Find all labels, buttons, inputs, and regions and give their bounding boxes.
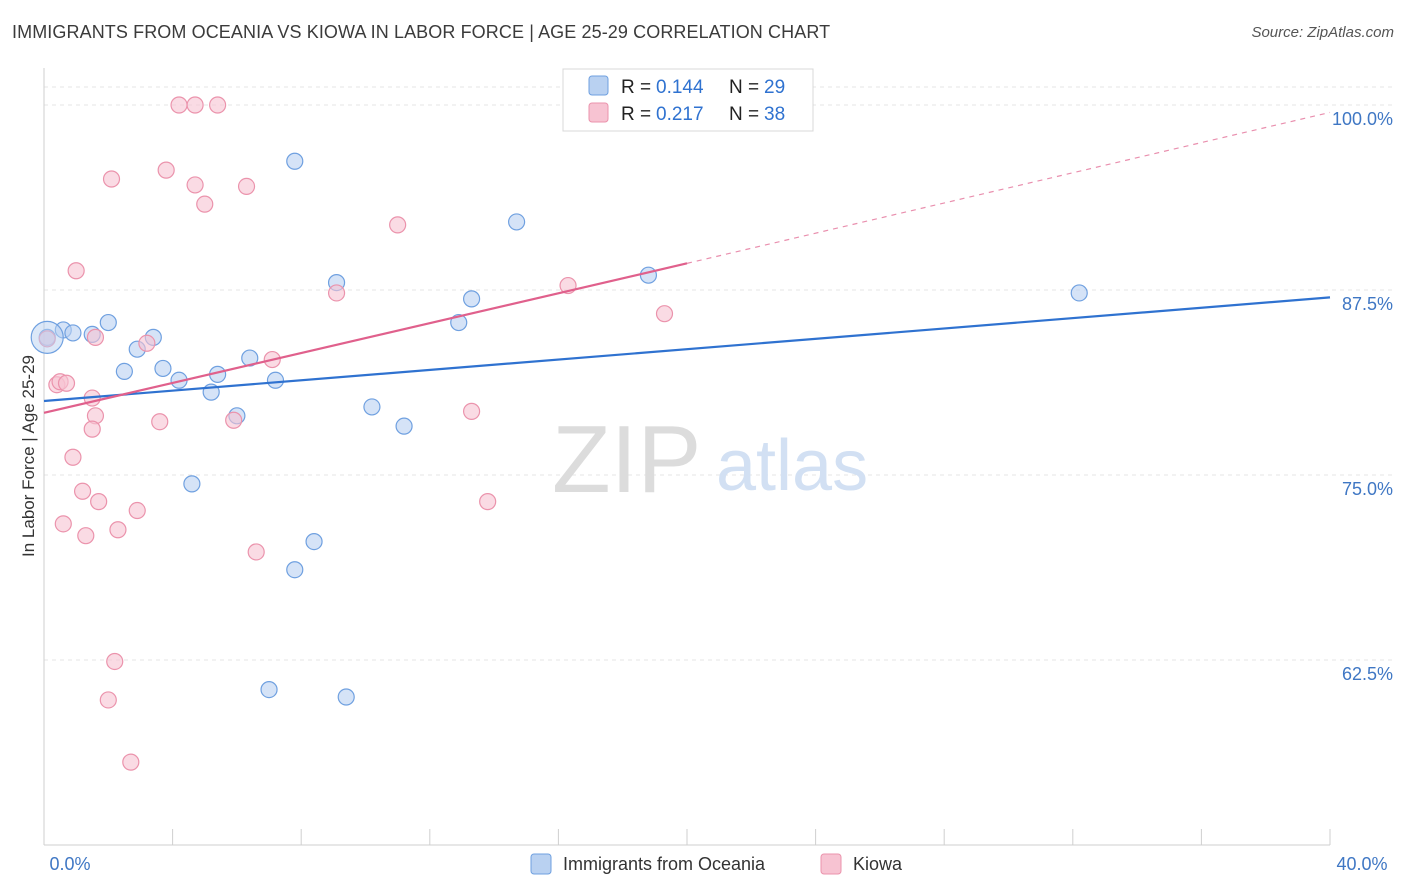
point-oceania <box>1070 284 1088 302</box>
y-tick-label: 100.0% <box>1332 109 1393 129</box>
legend-n-value-oceania: 29 <box>764 77 785 98</box>
point-kiowa <box>655 305 674 323</box>
point-oceania <box>99 313 117 332</box>
point-kiowa <box>479 493 497 511</box>
x-ticks <box>43 829 1331 845</box>
point-oceania <box>266 371 285 389</box>
point-oceania <box>508 213 526 231</box>
point-kiowa <box>83 420 101 438</box>
grid-lines <box>44 86 1395 661</box>
watermark: ZIP atlas <box>552 406 868 513</box>
point-kiowa <box>138 334 156 352</box>
legend-r-value-oceania: 0.144 <box>656 77 704 98</box>
legend-bottom-label-kiowa: Kiowa <box>853 854 903 874</box>
legend-n-label-kiowa: N = <box>729 104 759 125</box>
point-oceania <box>395 417 413 435</box>
y-axis-label: In Labor Force | Age 25-29 <box>19 355 38 557</box>
legend-n-label-oceania: N = <box>729 77 759 98</box>
point-kiowa <box>64 448 82 466</box>
chart-title: IMMIGRANTS FROM OCEANIA VS KIOWA IN LABO… <box>12 22 831 42</box>
point-kiowa <box>462 402 481 420</box>
legend-bottom-swatch-kiowa <box>820 853 842 875</box>
point-oceania <box>305 532 323 551</box>
legend-bottom-swatch-oceania <box>530 853 552 875</box>
point-kiowa <box>122 753 140 771</box>
point-oceania <box>64 324 82 342</box>
legend-swatch-oceania <box>588 75 609 96</box>
point-kiowa <box>102 170 121 188</box>
legend-series: Immigrants from Oceania Kiowa <box>530 853 903 875</box>
legend-r-label-oceania: R = <box>621 77 651 98</box>
legend-bottom-label-oceania: Immigrants from Oceania <box>563 854 766 874</box>
point-oceania <box>183 475 201 493</box>
trend-line-0 <box>43 296 1331 403</box>
point-kiowa <box>54 515 72 533</box>
point-kiowa <box>186 96 204 114</box>
trend-lines <box>686 111 1331 264</box>
data-points <box>30 96 1331 771</box>
chart-source: Source: ZipAtlas.com <box>1251 24 1394 41</box>
point-oceania <box>286 561 304 579</box>
point-oceania <box>363 398 381 416</box>
point-kiowa <box>151 413 169 431</box>
point-kiowa <box>327 284 346 302</box>
y-tick-labels: 100.0% 87.5% 75.0% 62.5% <box>1332 109 1393 684</box>
trend-line-dashed-1 <box>686 111 1331 264</box>
point-oceania <box>462 290 481 308</box>
point-oceania <box>115 362 133 380</box>
point-kiowa <box>106 652 124 671</box>
point-oceania <box>450 313 468 332</box>
legend-stats: R = 0.144 N = 29 R = 0.217 N = 38 <box>562 68 814 132</box>
y-tick-label: 87.5% <box>1342 294 1393 314</box>
y-tick-label: 75.0% <box>1342 479 1393 499</box>
point-kiowa <box>86 328 105 346</box>
point-kiowa <box>170 96 188 114</box>
point-kiowa <box>157 161 175 179</box>
legend-r-label-kiowa: R = <box>621 104 651 125</box>
legend-swatch-kiowa <box>588 102 609 123</box>
point-kiowa <box>128 501 146 520</box>
point-oceania <box>286 152 304 170</box>
point-kiowa <box>57 374 76 392</box>
point-kiowa <box>209 96 227 114</box>
point-kiowa <box>77 527 95 545</box>
point-oceania <box>337 688 355 706</box>
watermark-zip: ZIP <box>552 406 701 513</box>
point-kiowa <box>247 543 265 561</box>
point-kiowa <box>109 521 127 539</box>
legend-r-value-kiowa: 0.217 <box>656 104 704 125</box>
point-kiowa <box>196 195 214 213</box>
y-tick-label: 62.5% <box>1342 664 1393 684</box>
point-kiowa <box>186 176 204 194</box>
trend-line-1 <box>43 262 688 414</box>
point-kiowa <box>90 493 108 511</box>
point-kiowa <box>73 482 92 500</box>
legend-n-value-kiowa: 38 <box>764 104 785 125</box>
point-kiowa <box>225 411 243 429</box>
point-kiowa <box>99 691 117 709</box>
point-kiowa <box>389 216 407 234</box>
watermark-atlas: atlas <box>716 426 868 506</box>
point-oceania-large <box>30 320 64 354</box>
point-kiowa <box>237 177 256 195</box>
point-oceania <box>639 266 658 284</box>
x-tick-label-min: 0.0% <box>49 854 90 874</box>
point-kiowa <box>67 262 85 280</box>
point-oceania <box>154 359 172 378</box>
x-tick-label-max: 40.0% <box>1336 854 1387 874</box>
point-oceania <box>260 680 278 699</box>
